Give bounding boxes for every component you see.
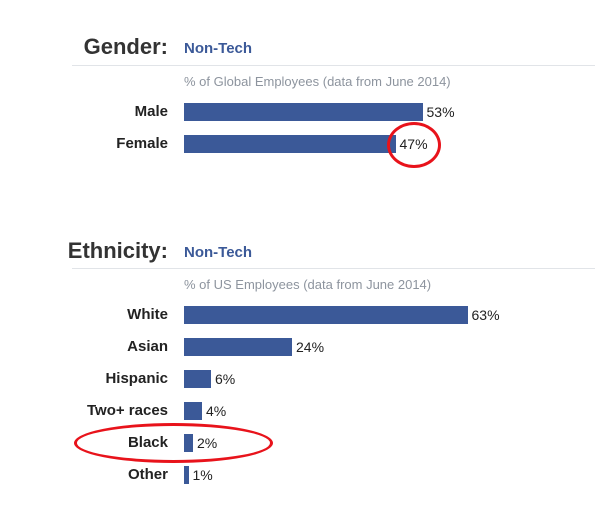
ethnicity-divider [72, 268, 595, 269]
bar-other [184, 466, 189, 484]
bar-row-hispanic: Hispanic 6% [0, 368, 595, 390]
value-label-hispanic: 6% [215, 371, 236, 387]
category-label-male: Male [134, 103, 168, 120]
bar-row-male: Male 53% [0, 101, 595, 123]
ethnicity-subtitle: Non-Tech [184, 244, 253, 261]
gender-title: Gender: [83, 34, 168, 59]
bar-two-races [184, 402, 202, 420]
bar-row-white: White 63% [0, 304, 595, 326]
value-label-other: 1% [192, 467, 213, 483]
value-label-asian: 24% [296, 339, 325, 355]
black-row-highlight-ring [74, 423, 273, 463]
bar-female [184, 135, 396, 153]
category-label-hispanic: Hispanic [105, 370, 168, 387]
bar-white [184, 306, 468, 324]
gender-section: Gender: Non-Tech % of Global Employees (… [0, 0, 595, 200]
gender-subtitle: Non-Tech [184, 40, 253, 57]
bar-asian [184, 338, 292, 356]
category-label-white: White [127, 306, 168, 323]
bar-row-two-races: Two+ races 4% [0, 400, 595, 422]
ethnicity-title: Ethnicity: [67, 238, 168, 263]
female-value-highlight-ring [387, 122, 441, 168]
gender-divider [72, 65, 595, 66]
category-label-two-races: Two+ races [86, 402, 168, 419]
bar-row-asian: Asian 24% [0, 336, 595, 358]
category-label-female: Female [116, 135, 168, 152]
category-label-asian: Asian [127, 338, 168, 355]
value-label-two-races: 4% [206, 403, 227, 419]
value-label-male: 53% [426, 104, 455, 120]
bar-row-other: Other 1% [0, 464, 595, 486]
gender-note: % of Global Employees (data from June 20… [184, 74, 451, 89]
value-label-white: 63% [471, 307, 500, 323]
category-label-other: Other [127, 466, 168, 483]
ethnicity-note: % of US Employees (data from June 2014) [184, 277, 432, 292]
bar-hispanic [184, 370, 211, 388]
bar-male [184, 103, 423, 121]
